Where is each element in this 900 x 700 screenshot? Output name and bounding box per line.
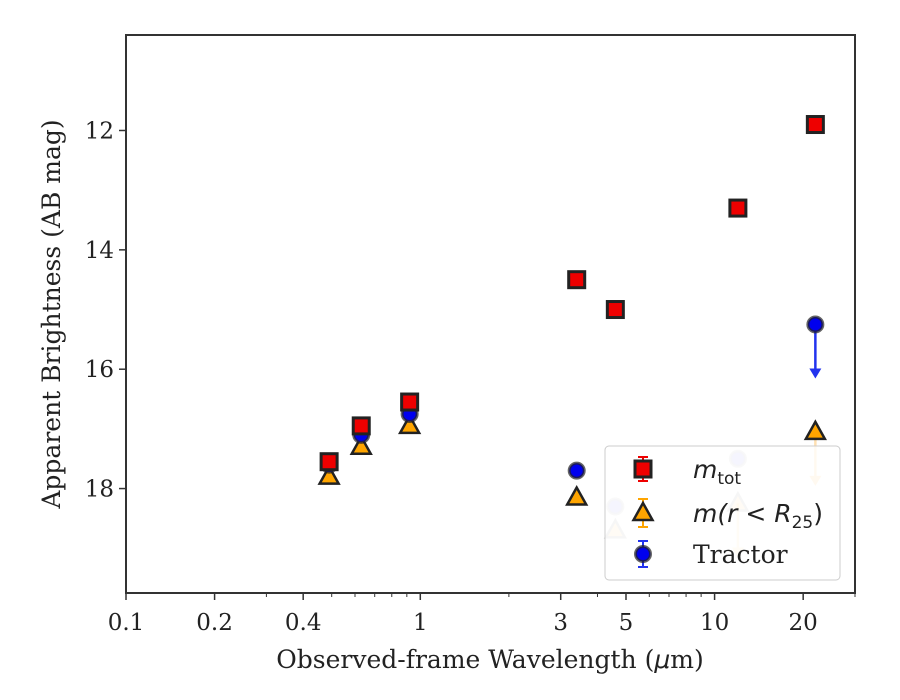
legend-label-mtot: mtot (693, 455, 741, 489)
x-tick-label: 0.1 (108, 610, 145, 636)
legend-marker-mtot (633, 459, 653, 479)
point-tractor (806, 315, 825, 334)
y-tick-label: 12 (85, 118, 114, 144)
legend-box (604, 445, 841, 581)
x-tick-label: 5 (619, 610, 634, 636)
x-axis-label: Observed-frame Wavelength (μm) (276, 645, 703, 674)
point-mtot (805, 115, 825, 135)
point-mtot (400, 392, 420, 412)
legend-label-mr25: m(r < R25) (693, 499, 823, 533)
x-tick-label: 0.2 (196, 610, 233, 636)
y-tick-label: 14 (85, 238, 114, 264)
point-mr25 (565, 484, 589, 506)
legend-marker-tractor (634, 545, 652, 563)
arrow-head (809, 368, 822, 379)
x-tick-label: 0.4 (285, 610, 322, 636)
x-tick-label: 20 (789, 610, 818, 636)
legend-marker-mr25 (631, 500, 655, 522)
legend: mtot m(r < R25) Tractor (604, 445, 841, 581)
point-tractor (567, 461, 586, 480)
axis-ticks: 0.1 0.2 0.4 1 3 5 10 20 12 14 16 18 (85, 118, 856, 636)
point-mtot (319, 452, 339, 472)
legend-item-tractor: Tractor (634, 540, 788, 569)
point-mtot (728, 198, 748, 218)
y-axis-label: Apparent Brightness (AB mag) (37, 119, 66, 509)
point-mr25 (349, 434, 373, 456)
point-mtot (351, 416, 371, 436)
x-tick-label: 1 (413, 610, 428, 636)
point-mr25 (317, 464, 341, 485)
point-mtot (605, 300, 625, 320)
legend-item-mr25: m(r < R25) (631, 498, 823, 533)
legend-label-tractor: Tractor (693, 540, 788, 569)
point-mtot (567, 270, 587, 290)
point-mr25 (398, 413, 422, 435)
point-mr25 (803, 419, 827, 441)
x-tick-label: 3 (553, 610, 568, 636)
y-tick-label: 16 (85, 357, 114, 383)
series-mtot (319, 115, 825, 472)
y-tick-label: 18 (85, 477, 114, 503)
x-tick-label: 10 (700, 610, 729, 636)
plot-frame (125, 34, 856, 594)
legend-item-mtot: mtot (633, 455, 741, 489)
